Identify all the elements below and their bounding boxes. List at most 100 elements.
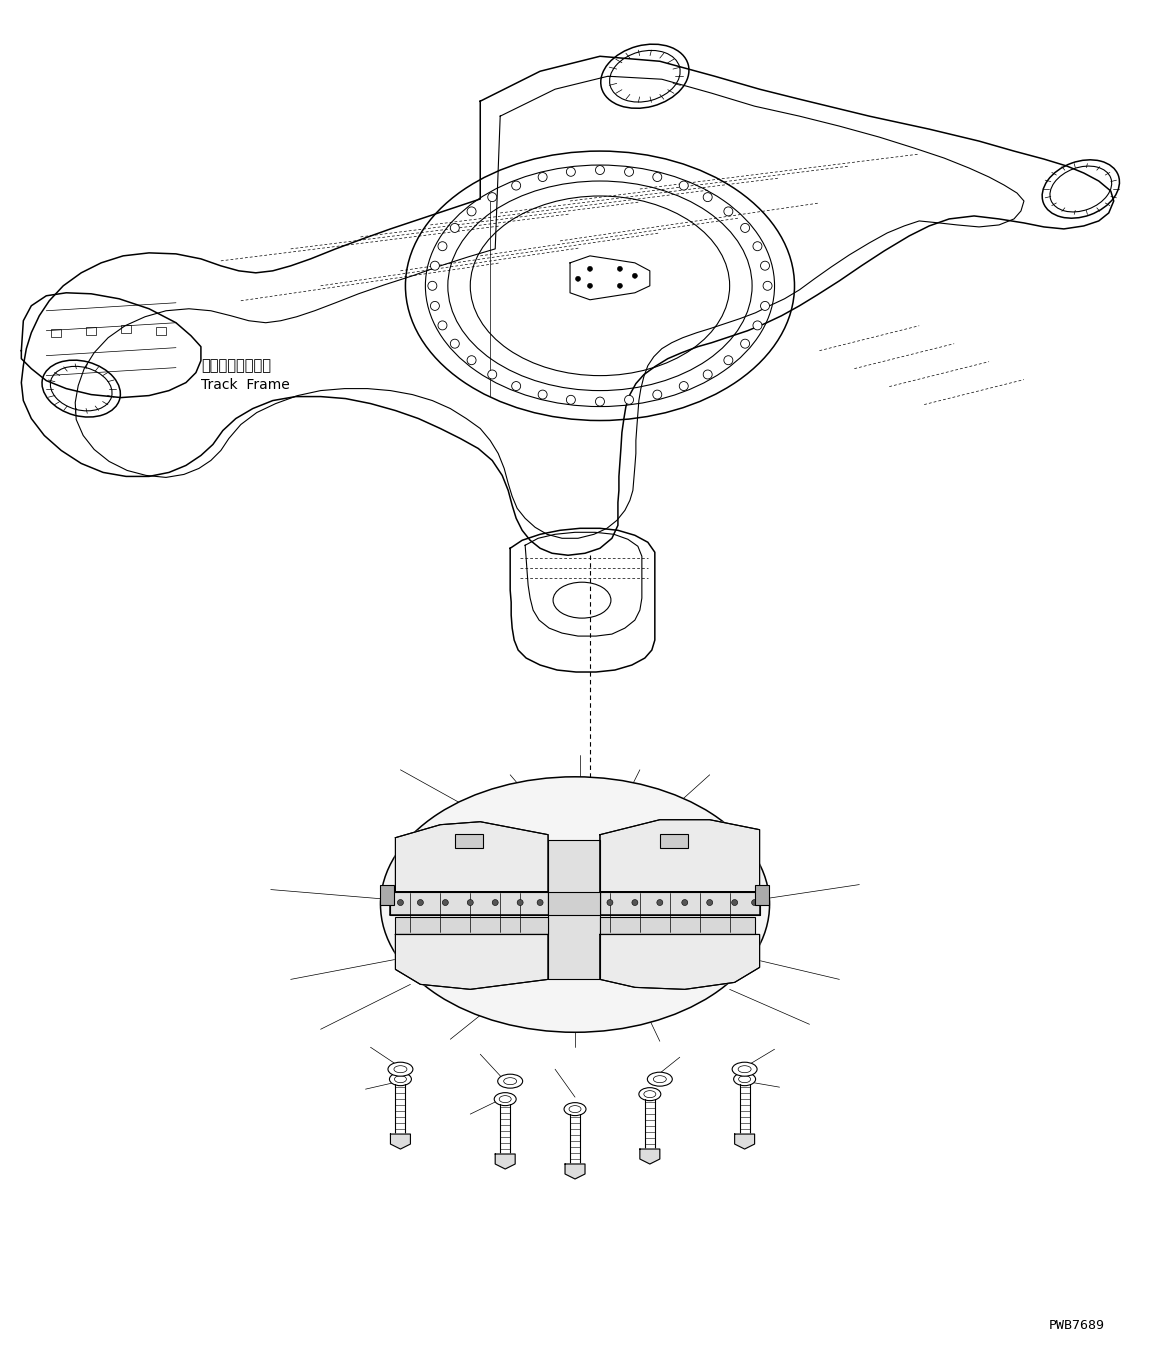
Circle shape [566,395,576,404]
Circle shape [707,900,712,905]
Ellipse shape [644,1091,655,1098]
Polygon shape [640,1149,660,1164]
Circle shape [517,900,523,905]
Bar [121,324,131,332]
Polygon shape [565,1164,585,1179]
Circle shape [680,180,688,190]
Circle shape [724,356,732,365]
Circle shape [438,320,447,330]
Bar [456,833,484,848]
Polygon shape [396,935,548,989]
Polygon shape [735,1134,755,1149]
Circle shape [596,166,605,175]
Circle shape [588,284,592,288]
Circle shape [488,193,496,202]
Text: トラックフレーム: トラックフレーム [201,358,271,373]
Ellipse shape [647,1072,673,1086]
Circle shape [682,900,688,905]
Circle shape [588,266,592,271]
Ellipse shape [569,1106,580,1113]
Circle shape [751,900,758,905]
Circle shape [625,167,633,176]
Circle shape [753,320,762,330]
Ellipse shape [734,1072,756,1086]
Polygon shape [600,935,759,989]
Circle shape [488,370,496,379]
Ellipse shape [381,776,770,1033]
Ellipse shape [395,1076,406,1083]
Circle shape [492,900,499,905]
Circle shape [760,261,770,270]
Ellipse shape [738,1076,751,1083]
Circle shape [731,900,738,905]
Bar [600,916,755,935]
Circle shape [538,389,547,399]
Circle shape [537,900,543,905]
Bar [381,885,395,905]
Ellipse shape [394,1065,406,1072]
Bar [157,327,166,335]
Circle shape [576,277,580,281]
Text: PWB7689: PWB7689 [1049,1319,1105,1331]
Polygon shape [396,822,548,892]
Ellipse shape [738,1065,751,1072]
Ellipse shape [639,1088,661,1101]
Bar [548,840,600,980]
Circle shape [724,206,732,216]
Bar [548,892,600,915]
Circle shape [512,180,521,190]
Circle shape [438,242,447,251]
Ellipse shape [653,1076,666,1083]
Bar [86,327,96,335]
Circle shape [741,224,750,232]
Circle shape [467,356,477,365]
Circle shape [467,206,477,216]
Bar [755,885,769,905]
Circle shape [451,224,459,232]
Polygon shape [495,1153,515,1168]
Circle shape [618,284,623,288]
Ellipse shape [388,1063,413,1076]
Circle shape [703,193,712,202]
Circle shape [397,900,403,905]
Bar [396,916,548,935]
Ellipse shape [732,1063,757,1076]
Ellipse shape [499,1095,512,1103]
Circle shape [625,395,633,404]
Circle shape [653,172,662,182]
Polygon shape [390,1134,410,1149]
Circle shape [512,381,521,391]
Circle shape [538,172,547,182]
Polygon shape [21,56,1114,555]
Circle shape [618,266,623,271]
Ellipse shape [503,1077,516,1084]
Circle shape [632,273,638,278]
Ellipse shape [494,1092,516,1106]
Circle shape [566,167,576,176]
Circle shape [431,301,439,311]
Circle shape [607,900,613,905]
Circle shape [703,370,712,379]
Bar [600,892,759,915]
Circle shape [656,900,662,905]
Circle shape [443,900,449,905]
Circle shape [427,281,437,290]
Bar [390,892,548,915]
Circle shape [451,339,459,349]
Text: Track  Frame: Track Frame [201,377,290,392]
Polygon shape [600,820,759,892]
Circle shape [632,900,638,905]
Circle shape [653,389,662,399]
Circle shape [763,281,772,290]
Circle shape [467,900,473,905]
Bar [660,833,688,848]
Ellipse shape [498,1075,522,1088]
Ellipse shape [564,1103,586,1115]
Circle shape [760,301,770,311]
Circle shape [431,261,439,270]
Circle shape [753,242,762,251]
Circle shape [680,381,688,391]
Bar [51,328,61,337]
Circle shape [417,900,423,905]
Ellipse shape [389,1072,411,1086]
